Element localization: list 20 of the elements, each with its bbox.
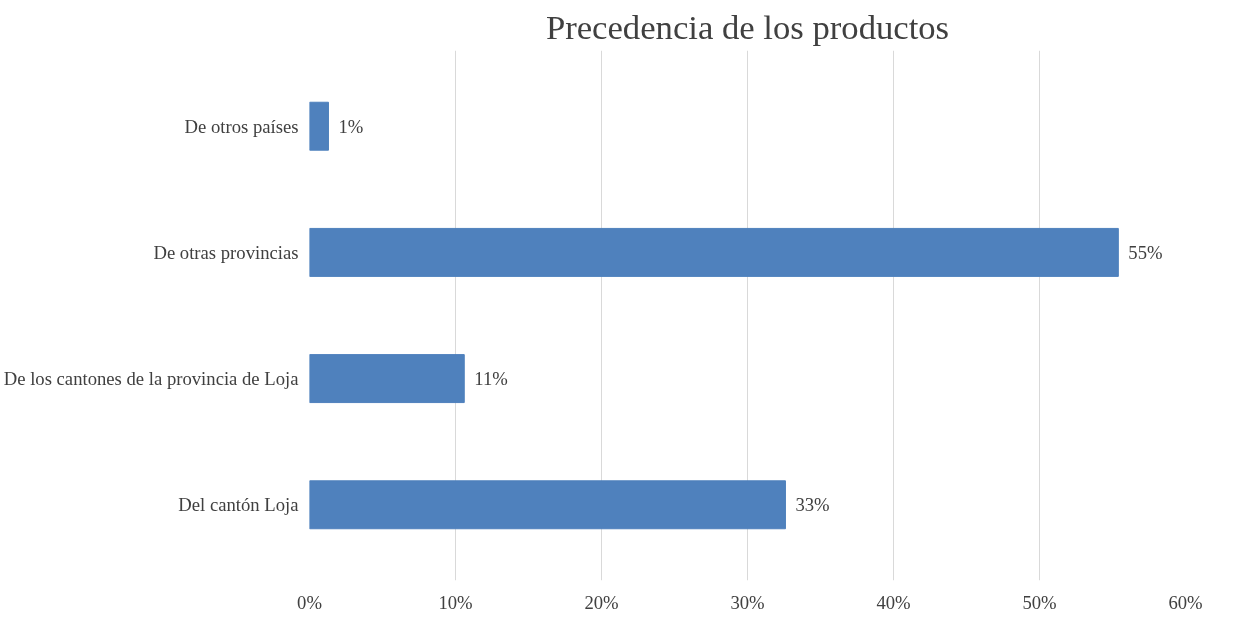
x-tick-label: 10% — [438, 591, 473, 613]
x-tick-label: 60% — [1168, 591, 1203, 613]
data-label: 1% — [338, 115, 364, 137]
x-tick-label: 30% — [730, 591, 765, 613]
x-tick-label: 50% — [1022, 591, 1057, 613]
bar — [309, 480, 786, 530]
y-tick-label: De otras provincias — [153, 241, 299, 263]
data-label: 33% — [795, 494, 830, 516]
y-tick-label: De los cantones de la provincia de Loja — [3, 368, 300, 390]
x-tick-label: 0% — [297, 591, 322, 613]
y-tick-label: Del cantón Loja — [178, 494, 300, 516]
y-tick-label: De otros países — [184, 115, 299, 137]
chart-title: Precedencia de los productos — [545, 7, 950, 46]
data-label: 11% — [474, 368, 508, 390]
data-label: 55% — [1128, 241, 1163, 263]
x-tick-label: 40% — [876, 591, 911, 613]
bar — [309, 354, 465, 404]
x-tick-label: 20% — [584, 591, 619, 613]
bar — [309, 101, 329, 151]
bar — [309, 227, 1119, 277]
